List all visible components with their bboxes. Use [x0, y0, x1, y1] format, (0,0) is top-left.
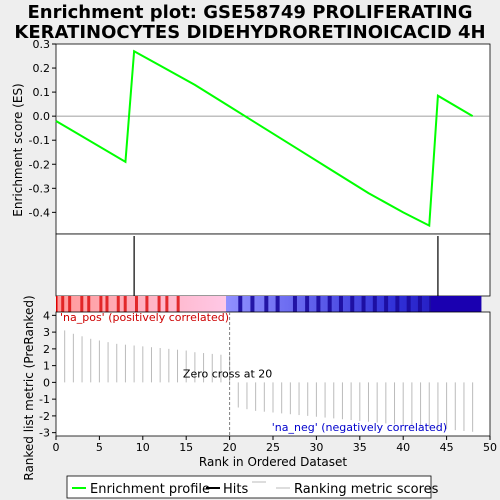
positive-correlation-label: 'na_pos' (positively correlated) — [60, 311, 229, 324]
colorbar-red-stripe — [176, 296, 180, 312]
hits-panel — [55, 233, 491, 297]
es-y-ticks: 0.3 0.2 0.1 0.0 -0.1 -0.2 -0.3 -0.4 — [29, 38, 56, 219]
ranked-y-tick-label: -3 — [39, 427, 50, 440]
es-y-tick-label: -0.2 — [29, 158, 50, 171]
x-tick-label: 45 — [440, 441, 454, 454]
es-y-tick-label: 0.3 — [33, 38, 51, 51]
colorbar-blue-stripe — [327, 296, 332, 312]
colorbar-blue-stripe — [292, 296, 297, 312]
colorbar-blue-stripe — [238, 296, 243, 312]
colorbar-red-stripe — [99, 296, 103, 312]
es-y-tick-label: 0.2 — [33, 62, 51, 75]
colorbar-red-stripe — [134, 296, 138, 312]
ranked-y-tick-label: 2 — [43, 343, 50, 356]
x-tick-label: 5 — [96, 441, 103, 454]
ranked-y-tick-label: -1 — [39, 393, 50, 406]
ranked-y-tick-label: 0 — [43, 376, 50, 389]
ranked-x-ticks: 0 5 10 15 20 25 30 35 40 45 50 — [53, 436, 497, 454]
x-tick-label: 20 — [223, 441, 237, 454]
colorbar-red-stripe — [68, 296, 72, 312]
colorbar-blue-stripe — [406, 296, 411, 312]
negative-correlation-label: 'na_neg' (negatively correlated) — [272, 421, 447, 434]
es-y-tick-label: -0.4 — [29, 206, 50, 219]
colorbar-red-stripe — [105, 296, 109, 312]
legend-ranking-metric-scores: Ranking metric scores — [294, 482, 439, 497]
colorbar-blue-stripe — [305, 296, 310, 312]
x-tick-label: 35 — [353, 441, 367, 454]
es-y-axis-label: Enrichment score (ES) — [11, 83, 25, 216]
legend-box — [66, 475, 432, 499]
ranked-y-axis-label: Ranked list metric (PreRanked) — [22, 295, 36, 480]
legend-enrichment-profile: Enrichment profile — [90, 482, 210, 497]
colorbar-red-stripe — [157, 296, 161, 312]
colorbar-blue-stripe — [372, 296, 377, 312]
legend: Enrichment profile Hits Ranking metric s… — [66, 475, 439, 499]
es-y-tick-label: -0.3 — [29, 182, 50, 195]
colorbar-red-stripe — [61, 296, 65, 312]
colorbar-blue-stripe — [395, 296, 400, 312]
x-tick-label: 30 — [309, 441, 323, 454]
ranked-y-ticks: 4 3 2 1 0 -1 -2 -3 — [39, 309, 56, 440]
colorbar-blue-stripe — [275, 296, 280, 312]
colorbar-blue-stripe — [316, 296, 321, 312]
x-tick-label: 0 — [53, 441, 60, 454]
colorbar-blue-stripe — [384, 296, 389, 312]
x-tick-label: 40 — [396, 441, 410, 454]
colorbar-blue-stripe — [361, 296, 366, 312]
colorbar-blue-stripe — [264, 296, 269, 312]
x-tick-label: 25 — [266, 441, 280, 454]
x-axis-label: Rank in Ordered Dataset — [199, 455, 347, 469]
es-panel — [55, 43, 491, 235]
ranked-y-tick-label: 3 — [43, 326, 50, 339]
es-y-tick-label: 0.0 — [33, 110, 51, 123]
ranking-metric-bars — [64, 330, 474, 432]
enrichment-profile-line — [55, 49, 474, 228]
zero-cross-label: Zero cross at 20 — [183, 367, 272, 380]
colorbar-red-stripe — [145, 296, 149, 312]
ranked-panel — [55, 311, 491, 437]
ranked-y-tick-label: 4 — [43, 309, 50, 322]
colorbar-blue-stripe — [417, 296, 422, 312]
colorbar-red-stripe — [123, 296, 127, 312]
x-tick-label: 50 — [483, 441, 497, 454]
colorbar-red-stripe — [116, 296, 120, 312]
colorbar-blue-stripe — [350, 296, 355, 312]
ranked-colorbar — [56, 296, 482, 312]
chart-title-line-1: Enrichment plot: GSE58749 PROLIFERATING — [27, 2, 472, 23]
colorbar-red-stripe — [80, 296, 84, 312]
colorbar-blue-stripe — [250, 296, 255, 312]
es-y-tick-label: 0.1 — [33, 86, 51, 99]
x-tick-label: 15 — [179, 441, 193, 454]
x-tick-label: 10 — [136, 441, 150, 454]
legend-hits: Hits — [223, 482, 248, 497]
colorbar-edge-stripe — [56, 296, 58, 312]
ranked-y-tick-label: -2 — [39, 410, 50, 423]
colorbar-red-stripe — [87, 296, 91, 312]
chart-title-line-2: KERATINOCYTES DIDEHYDRORETINOICACID 4H — [14, 22, 485, 43]
colorbar-background — [56, 296, 482, 312]
colorbar-red-stripe — [165, 296, 169, 312]
colorbar-dark-end — [430, 296, 482, 312]
ranked-y-tick-label: 1 — [43, 360, 50, 373]
es-y-tick-label: -0.1 — [29, 134, 50, 147]
hit-lines-group — [133, 236, 439, 296]
colorbar-blue-stripe — [338, 296, 343, 312]
